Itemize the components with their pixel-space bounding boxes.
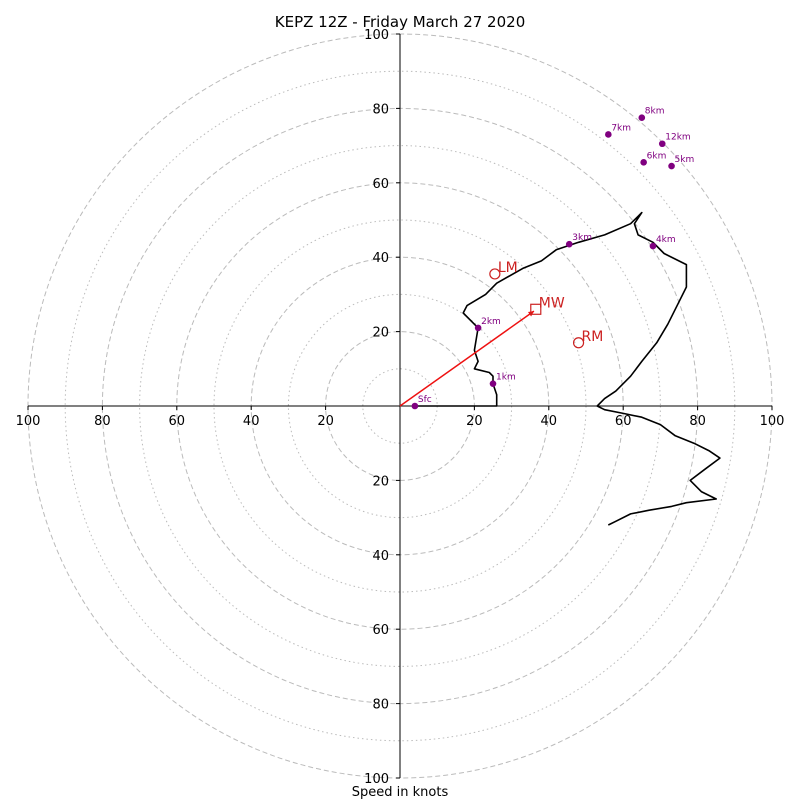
y-tick-label: 20 [372,474,389,489]
storm-motion-marker [530,303,542,315]
storm-motion-marker [489,268,501,280]
height-marker-label: 2km [481,317,501,327]
height-marker-label: 8km [645,107,665,117]
y-tick-label: 40 [372,251,389,266]
height-markers: Sfc 1km 2km 3km 4km 5km 6km 7km 8km 12km [411,107,695,410]
x-tick-labels: 100 80 60 40 20 20 40 60 80 100 [16,406,785,429]
storm-motion-label: RM [582,329,604,345]
height-marker-label: 4km [656,235,676,245]
height-marker [640,159,647,166]
chart-title: KEPZ 12Z - Friday March 27 2020 [275,13,525,31]
storm-motion: LM MW RM [399,260,604,407]
storm-motion-marker [572,337,585,349]
x-tick-label: 100 [760,414,785,429]
height-marker [658,140,666,148]
height-marker [649,242,657,250]
x-tick-label: 60 [615,414,632,429]
storm-motion-label: MW [539,295,565,311]
x-tick-label: 20 [317,414,334,429]
height-marker [489,380,497,387]
height-marker [638,114,646,121]
x-tick-label: 100 [16,414,41,429]
y-tick-label: 20 [372,326,389,341]
height-marker-label: 1km [496,373,516,383]
x-tick-label: 80 [689,414,706,429]
height-marker [474,324,482,332]
height-marker-label: 6km [647,151,667,161]
storm-motion-label: LM [498,260,518,276]
height-marker-label: Sfc [418,395,432,405]
height-marker-label: 3km [572,233,592,243]
x-axis-label: Speed in knots [352,785,449,800]
height-marker [605,131,612,138]
height-marker [411,402,419,410]
height-marker [565,240,573,248]
x-tick-label: 60 [169,414,186,429]
mean-wind-vector [399,310,535,407]
y-tick-label: 60 [372,623,389,638]
x-tick-label: 80 [94,414,111,429]
x-tick-label: 40 [541,414,558,429]
height-marker [668,162,675,170]
height-marker-label: 7km [611,123,631,133]
height-marker-label: 5km [675,155,695,165]
y-tick-label: 100 [364,28,389,43]
x-tick-label: 40 [243,414,260,429]
y-tick-label: 100 [364,772,389,787]
y-tick-label: 80 [372,698,389,713]
y-tick-label: 60 [372,177,389,192]
height-marker-label: 12km [665,133,690,143]
y-tick-labels: 100 80 60 40 20 20 40 60 80 100 [364,28,400,787]
y-tick-label: 80 [372,102,389,117]
hodograph-trace [414,211,721,526]
x-tick-label: 20 [466,414,483,429]
y-tick-label: 40 [372,549,389,564]
